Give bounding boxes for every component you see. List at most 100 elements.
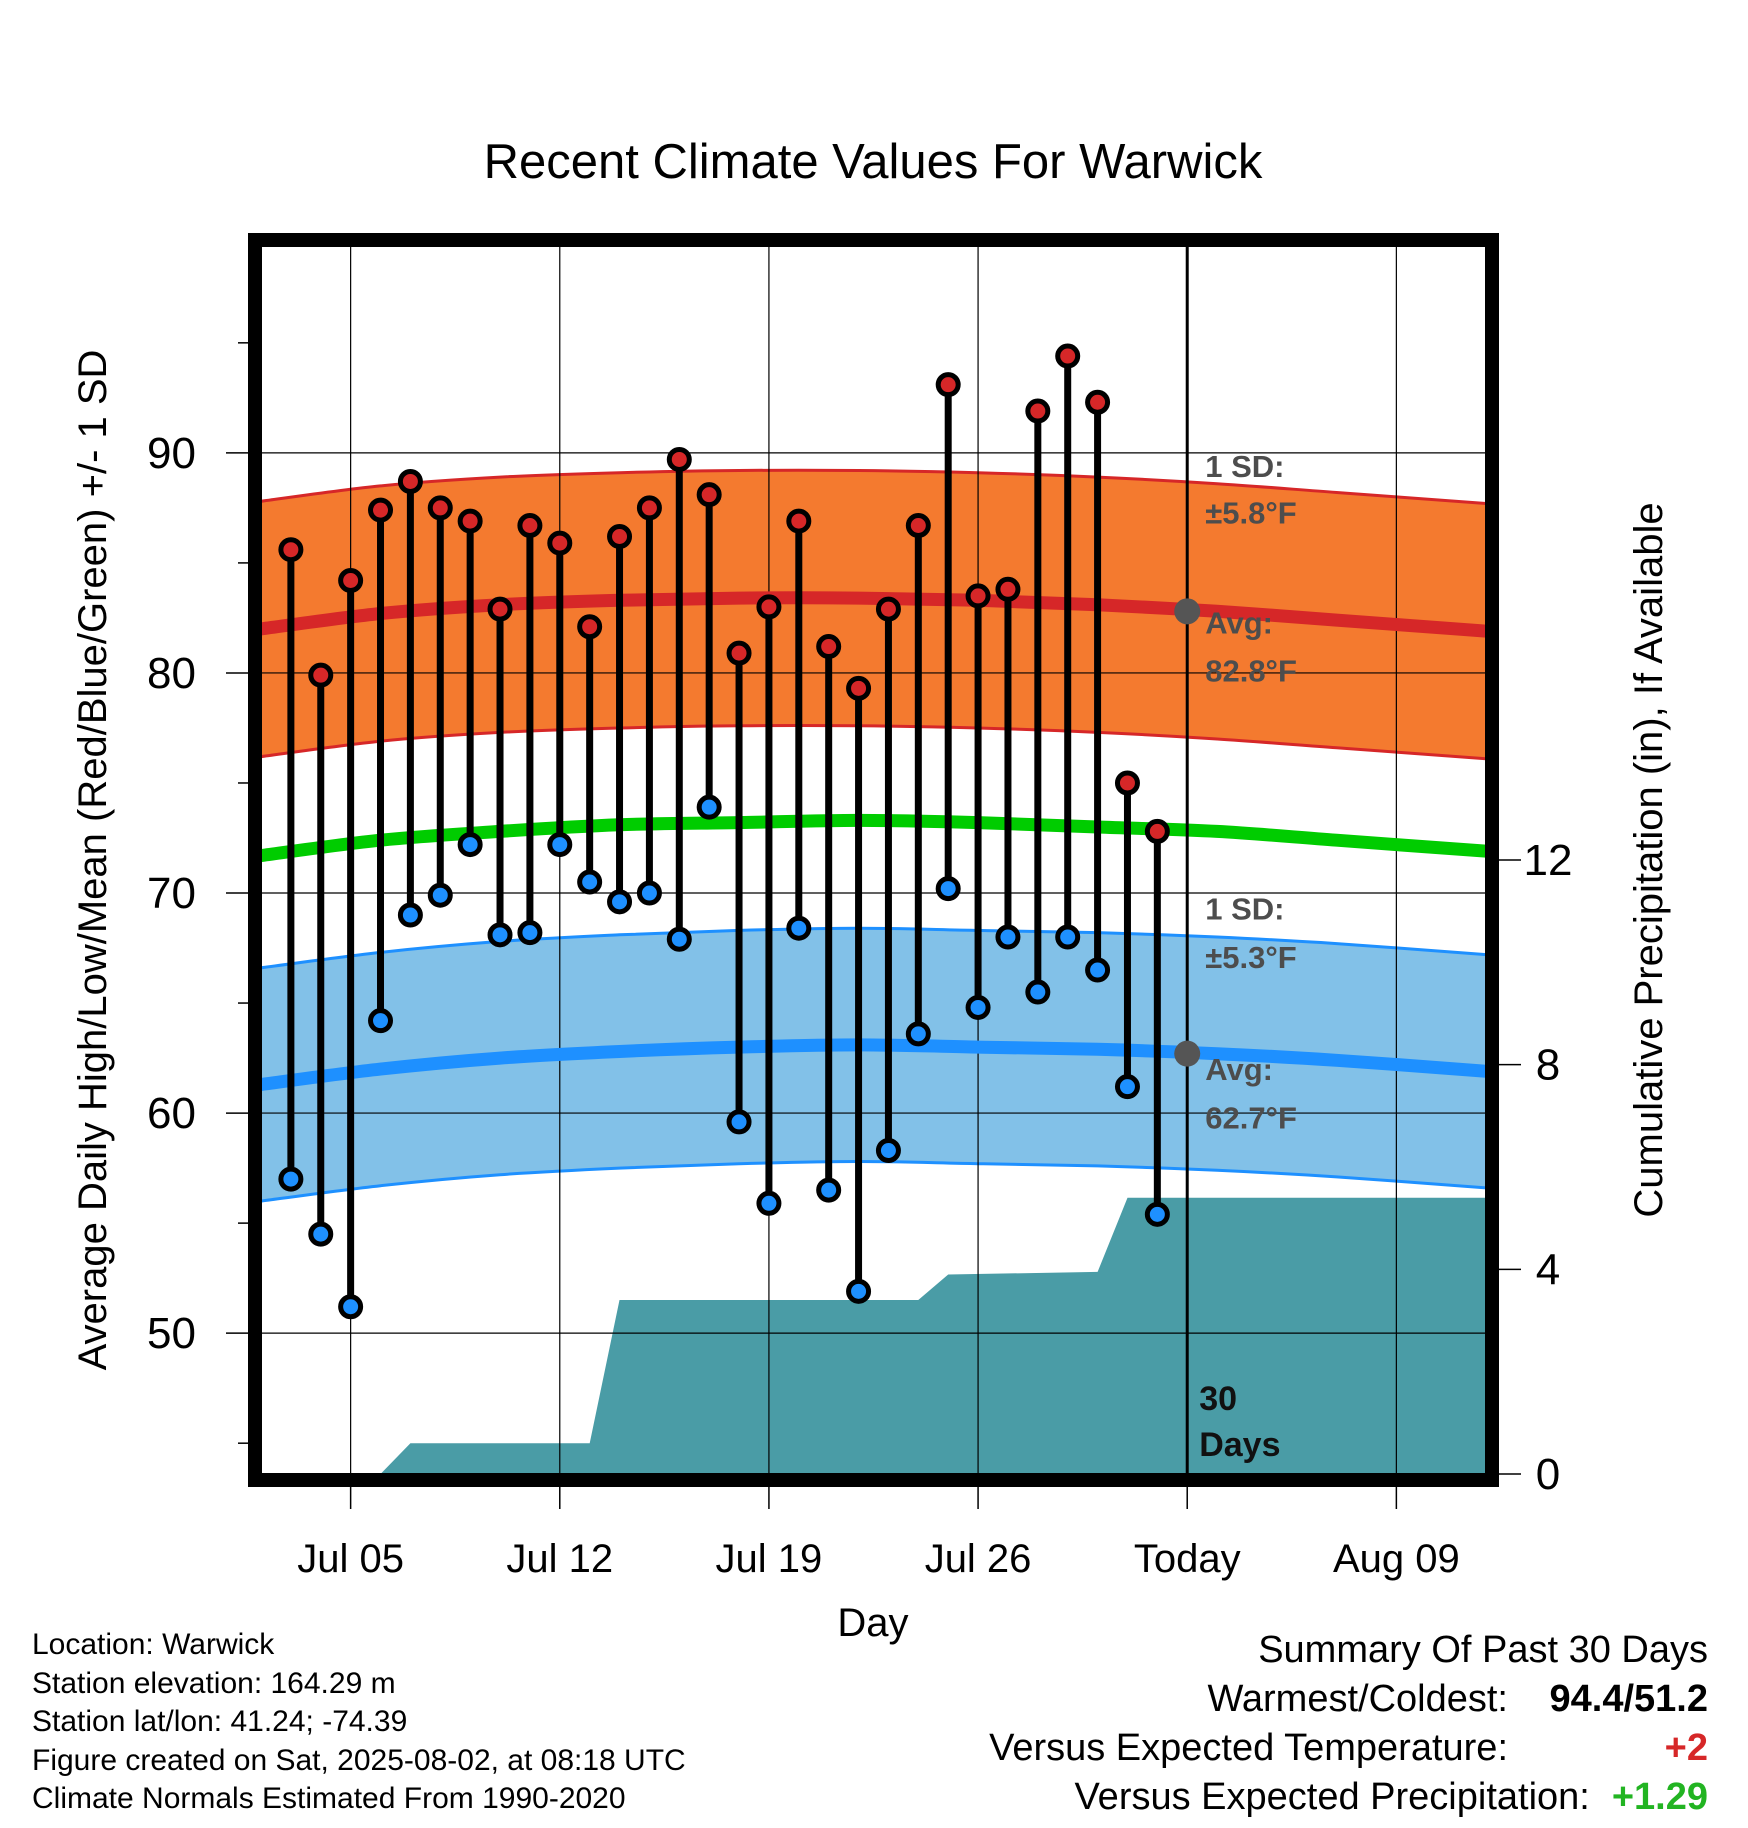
x-tick-label: Jul 05: [297, 1537, 404, 1581]
daily-low-point: [965, 994, 991, 1020]
daily-low-point: [666, 926, 692, 952]
precip-area: [350, 1197, 1486, 1474]
daily-low-point: [397, 902, 423, 928]
axes: 50 60 70 80 90 0 4 8 12 Jul 05 Jul 12 Jul 19 Jul 26 T…: [147, 233, 1572, 1581]
y-axis-title: Average Daily High/Low/Mean (Red/Blue/Gr…: [71, 350, 115, 1371]
daily-high-point: [726, 640, 752, 666]
daily-low-point: [487, 922, 513, 948]
precip-vs-expected-row: Versus Expected Precipitation: +1.29: [989, 1773, 1708, 1822]
daily-high-point: [1025, 398, 1051, 424]
low-avg-label: Avg:: [1205, 1052, 1273, 1087]
normals-text: Climate Normals Estimated From 1990-2020: [32, 1782, 626, 1815]
daily-low-point: [846, 1278, 872, 1304]
location-text: Location: Warwick: [32, 1628, 275, 1661]
today-high-avg-marker: [1174, 598, 1201, 625]
x-tick-label: Aug 09: [1333, 1537, 1460, 1581]
daily-low-point: [726, 1109, 752, 1135]
daily-low-point: [607, 889, 633, 915]
daily-low-point: [517, 920, 543, 946]
daily-high-point: [995, 576, 1021, 602]
low-sd-band: [261, 928, 1486, 1202]
summary-panel: Summary Of Past 30 Days Warmest/Coldest:…: [989, 1626, 1708, 1822]
temp-vs-expected-label: Versus Expected Temperature:: [989, 1727, 1508, 1769]
temp-vs-expected-value: +2: [1664, 1727, 1708, 1769]
plot-area: 1 SD: ±5.8°F Avg: 82.8°F 1 SD: ±5.3°F Avg: 62.7…: [261, 246, 1486, 1474]
daily-low-point: [308, 1221, 334, 1247]
latlon-text: Station lat/lon: 41.24; -74.39: [32, 1705, 408, 1738]
daily-low-point: [756, 1190, 782, 1216]
chart-labels: Recent Climate Values For Warwick Day Aver…: [71, 135, 1671, 1645]
daily-high-point: [1085, 389, 1111, 415]
x-tick-label: Jul 12: [506, 1537, 613, 1581]
daily-high-point: [308, 662, 334, 688]
window-days-unit: Days: [1199, 1426, 1280, 1464]
y2-tick-label: 0: [1536, 1450, 1560, 1499]
temp-vs-expected-row: Versus Expected Temperature: +2: [989, 1724, 1708, 1773]
daily-high-point: [935, 372, 961, 398]
daily-low-point: [577, 869, 603, 895]
daily-low-point: [338, 1294, 364, 1320]
plot-frame: [248, 233, 1499, 1487]
daily-low-point: [816, 1177, 842, 1203]
y-tick-label: 70: [147, 869, 196, 918]
daily-low-point: [636, 880, 662, 906]
daily-high-point: [517, 512, 543, 538]
y2-tick-label: 4: [1536, 1245, 1560, 1294]
today-low-avg-marker: [1174, 1040, 1201, 1067]
low-sd-label: 1 SD:: [1205, 891, 1284, 926]
daily-high-point: [786, 508, 812, 534]
daily-low-point: [368, 1008, 394, 1034]
warmest-coldest-label: Warmest/Coldest:: [1207, 1678, 1508, 1720]
daily-high-point: [1114, 770, 1140, 796]
high-sd-upper-edge: [261, 468, 1486, 505]
x-tick-label: Jul 19: [716, 1537, 823, 1581]
precip-vs-expected-label: Versus Expected Precipitation:: [1074, 1776, 1590, 1818]
daily-low-point: [427, 882, 453, 908]
y-tick-label: 80: [147, 649, 196, 698]
daily-low-point: [457, 832, 483, 858]
daily-high-point: [875, 596, 901, 622]
window-days-number: 30: [1199, 1380, 1237, 1418]
daily-low-point: [696, 794, 722, 820]
daily-low-point: [1025, 979, 1051, 1005]
created-text: Figure created on Sat, 2025-08-02, at 08…: [32, 1743, 686, 1777]
daily-high-point: [487, 596, 513, 622]
daily-high-point: [338, 568, 364, 594]
high-sd-label: 1 SD:: [1205, 449, 1284, 484]
daily-high-point: [816, 634, 842, 660]
summary-heading: Summary Of Past 30 Days: [1258, 1629, 1708, 1671]
daily-low-point: [278, 1166, 304, 1192]
daily-high-point: [846, 675, 872, 701]
daily-high-point: [397, 468, 423, 494]
daily-low-point: [1055, 924, 1081, 950]
daily-low-point: [875, 1137, 901, 1163]
daily-high-point: [607, 523, 633, 549]
y-tick-label: 90: [147, 429, 196, 478]
x-tick-label: Jul 26: [925, 1537, 1032, 1581]
daily-high-point: [1144, 818, 1170, 844]
daily-high-point: [696, 482, 722, 508]
daily-high-point: [1055, 343, 1081, 369]
high-sd-value: ±5.8°F: [1205, 495, 1296, 530]
x-tick-label: Today: [1134, 1537, 1241, 1581]
daily-high-point: [368, 497, 394, 523]
y-tick-label: 60: [147, 1089, 196, 1138]
daily-low-point: [786, 915, 812, 941]
mean-avg-line: [261, 813, 1486, 863]
station-info: Location: Warwick Station elevation: 164…: [32, 1626, 686, 1819]
daily-high-point: [457, 508, 483, 534]
daily-high-point: [577, 614, 603, 640]
high-avg-value: 82.8°F: [1205, 654, 1297, 689]
daily-low-point: [547, 832, 573, 858]
daily-low-point: [905, 1021, 931, 1047]
daily-low-point: [1144, 1201, 1170, 1227]
daily-high-point: [965, 583, 991, 609]
daily-high-point: [427, 495, 453, 521]
elevation-text: Station elevation: 164.29 m: [32, 1666, 396, 1700]
daily-high-point: [756, 594, 782, 620]
high-avg-label: Avg:: [1205, 605, 1273, 640]
precip-vs-expected-value: +1.29: [1611, 1776, 1708, 1818]
warmest-coldest-value: 94.4/51.2: [1549, 1678, 1708, 1720]
daily-high-point: [905, 512, 931, 538]
